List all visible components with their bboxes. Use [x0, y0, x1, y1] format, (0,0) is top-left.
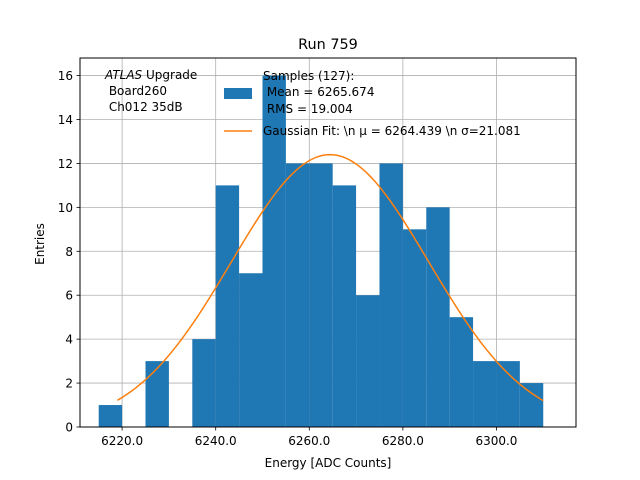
- histogram-bar: [332, 185, 357, 427]
- y-tick-label: 12: [58, 157, 73, 171]
- y-tick-label: 0: [65, 421, 73, 435]
- chart-title: Run 759: [298, 37, 358, 53]
- histogram-bar: [473, 361, 497, 427]
- y-tick-label: 10: [58, 201, 73, 215]
- annotation-line-3: Ch012 35dB: [105, 100, 183, 114]
- histogram-bar: [239, 273, 263, 427]
- y-axis-label: Entries: [33, 223, 47, 265]
- x-tick-label: 6220.0: [101, 434, 143, 448]
- histogram-bar: [285, 163, 310, 427]
- y-tick-label: 8: [65, 245, 73, 259]
- histogram-bar: [449, 317, 474, 427]
- histogram-bar: [145, 361, 169, 427]
- annotation-upgrade-word: Upgrade: [142, 68, 197, 82]
- histogram-bar: [98, 405, 123, 427]
- gaussian-fit-curve: [117, 153, 544, 402]
- axis-ticks: 6220.0 6240.0 6260.0 6280.0 6300.0 0 2 4 6 8 10 12 1…: [58, 69, 518, 448]
- run-annotation: ATLAS Upgrade Board260 Ch012 35dB: [104, 68, 197, 114]
- histogram-bar: [192, 339, 216, 427]
- annotation-atlas-word: ATLAS: [104, 68, 143, 82]
- histogram-bar: [309, 163, 333, 427]
- gaussian-fit-layer: [117, 153, 544, 402]
- histogram-bar: [402, 229, 427, 427]
- histogram-bar: [426, 207, 450, 427]
- legend-histogram-line-1: Samples (127):: [263, 69, 354, 83]
- legend-fit-label: Gaussian Fit: \n μ = 6264.439 \n σ=21.08…: [263, 124, 521, 138]
- x-axis-label: Energy [ADC Counts]: [265, 456, 392, 470]
- legend-histogram-line-2: Mean = 6265.674: [263, 85, 374, 99]
- y-tick-label: 4: [65, 333, 73, 347]
- x-tick-label: 6240.0: [195, 434, 237, 448]
- plot-frame: [79, 57, 577, 428]
- x-tick-label: 6260.0: [288, 434, 330, 448]
- x-tick-label: 6280.0: [382, 434, 424, 448]
- y-tick-label: 14: [58, 113, 73, 127]
- annotation-line-1: ATLAS Upgrade: [104, 68, 197, 82]
- histogram-bar: [519, 383, 544, 427]
- y-tick-label: 2: [65, 377, 73, 391]
- legend-histogram-swatch: [224, 88, 252, 99]
- legend: Samples (127): Mean = 6265.674 RMS = 19.…: [224, 69, 521, 138]
- legend-histogram-line-3: RMS = 19.004: [263, 102, 353, 116]
- x-tick-label: 6300.0: [475, 434, 517, 448]
- histogram-bars: [98, 75, 544, 428]
- annotation-line-2: Board260: [105, 84, 167, 98]
- y-tick-label: 16: [58, 69, 73, 83]
- histogram-bar: [379, 163, 403, 427]
- y-tick-label: 6: [65, 289, 73, 303]
- histogram-bar: [496, 361, 520, 427]
- histogram-bar: [356, 295, 380, 427]
- histogram-bar: [262, 75, 286, 428]
- histogram-bar: [215, 185, 240, 427]
